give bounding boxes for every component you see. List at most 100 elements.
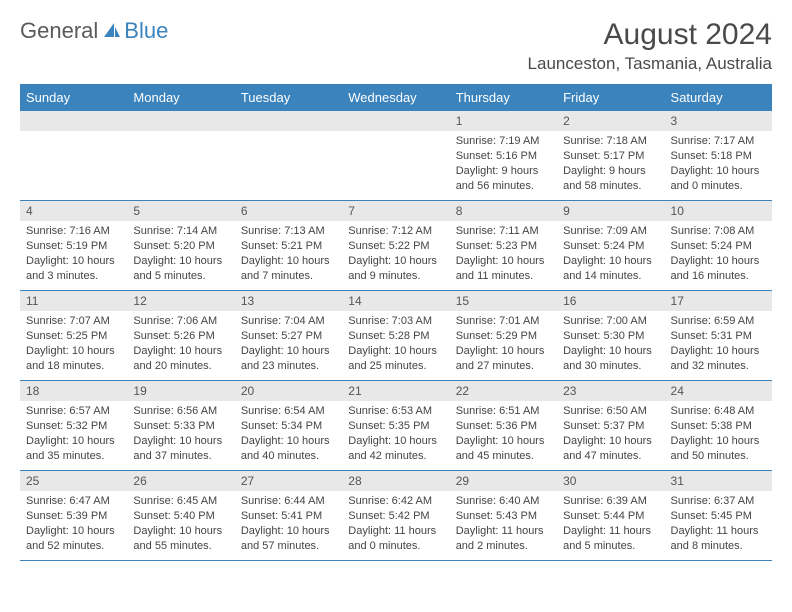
day-details: Sunrise: 6:54 AMSunset: 5:34 PMDaylight:…: [235, 401, 342, 467]
day-number: 3: [665, 111, 772, 131]
calendar-day-cell: 26Sunrise: 6:45 AMSunset: 5:40 PMDayligh…: [127, 471, 234, 561]
calendar-day-cell: 10Sunrise: 7:08 AMSunset: 5:24 PMDayligh…: [665, 201, 772, 291]
daylight-line: Daylight: 10 hours and 35 minutes.: [26, 434, 121, 464]
sunset-line: Sunset: 5:25 PM: [26, 329, 121, 344]
day-number: 20: [235, 381, 342, 401]
sunset-line: Sunset: 5:24 PM: [563, 239, 658, 254]
sunrise-line: Sunrise: 6:51 AM: [456, 404, 551, 419]
day-details: Sunrise: 6:40 AMSunset: 5:43 PMDaylight:…: [450, 491, 557, 557]
sunrise-line: Sunrise: 6:37 AM: [671, 494, 766, 509]
day-details: Sunrise: 7:04 AMSunset: 5:27 PMDaylight:…: [235, 311, 342, 377]
day-details: Sunrise: 7:06 AMSunset: 5:26 PMDaylight:…: [127, 311, 234, 377]
sunrise-line: Sunrise: 7:13 AM: [241, 224, 336, 239]
sunrise-line: Sunrise: 6:48 AM: [671, 404, 766, 419]
sunset-line: Sunset: 5:23 PM: [456, 239, 551, 254]
day-number: 26: [127, 471, 234, 491]
day-number: 2: [557, 111, 664, 131]
day-number: 11: [20, 291, 127, 311]
calendar-day-cell: 14Sunrise: 7:03 AMSunset: 5:28 PMDayligh…: [342, 291, 449, 381]
logo-sail-icon: [102, 21, 122, 41]
daylight-line: Daylight: 11 hours and 2 minutes.: [456, 524, 551, 554]
day-number-bar: [342, 111, 449, 131]
calendar-day-cell: 24Sunrise: 6:48 AMSunset: 5:38 PMDayligh…: [665, 381, 772, 471]
sunset-line: Sunset: 5:33 PM: [133, 419, 228, 434]
calendar-day-cell: 27Sunrise: 6:44 AMSunset: 5:41 PMDayligh…: [235, 471, 342, 561]
daylight-line: Daylight: 11 hours and 5 minutes.: [563, 524, 658, 554]
calendar-day-cell: 31Sunrise: 6:37 AMSunset: 5:45 PMDayligh…: [665, 471, 772, 561]
calendar-day-cell: 5Sunrise: 7:14 AMSunset: 5:20 PMDaylight…: [127, 201, 234, 291]
day-number: 5: [127, 201, 234, 221]
day-number: 31: [665, 471, 772, 491]
calendar-day-cell: 12Sunrise: 7:06 AMSunset: 5:26 PMDayligh…: [127, 291, 234, 381]
sunset-line: Sunset: 5:21 PM: [241, 239, 336, 254]
sunrise-line: Sunrise: 6:57 AM: [26, 404, 121, 419]
day-number: 1: [450, 111, 557, 131]
sunrise-line: Sunrise: 7:14 AM: [133, 224, 228, 239]
day-number: 7: [342, 201, 449, 221]
header: General Blue August 2024 Launceston, Tas…: [20, 18, 772, 74]
calendar-day-cell: 2Sunrise: 7:18 AMSunset: 5:17 PMDaylight…: [557, 111, 664, 201]
calendar-day-cell: [342, 111, 449, 201]
sunset-line: Sunset: 5:37 PM: [563, 419, 658, 434]
sunset-line: Sunset: 5:42 PM: [348, 509, 443, 524]
sunset-line: Sunset: 5:43 PM: [456, 509, 551, 524]
day-details: Sunrise: 6:48 AMSunset: 5:38 PMDaylight:…: [665, 401, 772, 467]
sunrise-line: Sunrise: 7:19 AM: [456, 134, 551, 149]
daylight-line: Daylight: 10 hours and 50 minutes.: [671, 434, 766, 464]
calendar-table: SundayMondayTuesdayWednesdayThursdayFrid…: [20, 84, 772, 561]
daylight-line: Daylight: 10 hours and 7 minutes.: [241, 254, 336, 284]
daylight-line: Daylight: 9 hours and 58 minutes.: [563, 164, 658, 194]
sunrise-line: Sunrise: 6:42 AM: [348, 494, 443, 509]
sunrise-line: Sunrise: 7:16 AM: [26, 224, 121, 239]
calendar-day-cell: 16Sunrise: 7:00 AMSunset: 5:30 PMDayligh…: [557, 291, 664, 381]
logo-text-blue: Blue: [124, 18, 168, 44]
sunrise-line: Sunrise: 6:47 AM: [26, 494, 121, 509]
day-details: Sunrise: 6:47 AMSunset: 5:39 PMDaylight:…: [20, 491, 127, 557]
sunset-line: Sunset: 5:38 PM: [671, 419, 766, 434]
day-details: Sunrise: 7:09 AMSunset: 5:24 PMDaylight:…: [557, 221, 664, 287]
sunrise-line: Sunrise: 7:03 AM: [348, 314, 443, 329]
day-header: Monday: [127, 85, 234, 111]
calendar-day-cell: 22Sunrise: 6:51 AMSunset: 5:36 PMDayligh…: [450, 381, 557, 471]
sunset-line: Sunset: 5:22 PM: [348, 239, 443, 254]
calendar-day-cell: 23Sunrise: 6:50 AMSunset: 5:37 PMDayligh…: [557, 381, 664, 471]
calendar-body: 1Sunrise: 7:19 AMSunset: 5:16 PMDaylight…: [20, 111, 772, 561]
day-details: Sunrise: 6:53 AMSunset: 5:35 PMDaylight:…: [342, 401, 449, 467]
sunset-line: Sunset: 5:26 PM: [133, 329, 228, 344]
day-details: Sunrise: 7:01 AMSunset: 5:29 PMDaylight:…: [450, 311, 557, 377]
calendar-day-cell: 21Sunrise: 6:53 AMSunset: 5:35 PMDayligh…: [342, 381, 449, 471]
day-header: Wednesday: [342, 85, 449, 111]
sunrise-line: Sunrise: 6:50 AM: [563, 404, 658, 419]
calendar-day-cell: 3Sunrise: 7:17 AMSunset: 5:18 PMDaylight…: [665, 111, 772, 201]
calendar-day-cell: 30Sunrise: 6:39 AMSunset: 5:44 PMDayligh…: [557, 471, 664, 561]
calendar-day-cell: 7Sunrise: 7:12 AMSunset: 5:22 PMDaylight…: [342, 201, 449, 291]
sunrise-line: Sunrise: 6:45 AM: [133, 494, 228, 509]
day-number: 10: [665, 201, 772, 221]
daylight-line: Daylight: 10 hours and 42 minutes.: [348, 434, 443, 464]
day-number: 9: [557, 201, 664, 221]
day-details: Sunrise: 6:45 AMSunset: 5:40 PMDaylight:…: [127, 491, 234, 557]
day-details: Sunrise: 7:00 AMSunset: 5:30 PMDaylight:…: [557, 311, 664, 377]
day-number: 4: [20, 201, 127, 221]
day-details: Sunrise: 7:18 AMSunset: 5:17 PMDaylight:…: [557, 131, 664, 197]
calendar-week-row: 11Sunrise: 7:07 AMSunset: 5:25 PMDayligh…: [20, 291, 772, 381]
day-number: 23: [557, 381, 664, 401]
sunset-line: Sunset: 5:35 PM: [348, 419, 443, 434]
sunset-line: Sunset: 5:44 PM: [563, 509, 658, 524]
daylight-line: Daylight: 10 hours and 0 minutes.: [671, 164, 766, 194]
logo: General Blue: [20, 18, 168, 44]
day-number-bar: [127, 111, 234, 131]
sunset-line: Sunset: 5:36 PM: [456, 419, 551, 434]
daylight-line: Daylight: 10 hours and 30 minutes.: [563, 344, 658, 374]
day-details: Sunrise: 6:37 AMSunset: 5:45 PMDaylight:…: [665, 491, 772, 557]
day-number: 16: [557, 291, 664, 311]
day-number: 17: [665, 291, 772, 311]
calendar-day-cell: 15Sunrise: 7:01 AMSunset: 5:29 PMDayligh…: [450, 291, 557, 381]
calendar-day-cell: 11Sunrise: 7:07 AMSunset: 5:25 PMDayligh…: [20, 291, 127, 381]
day-details: Sunrise: 7:17 AMSunset: 5:18 PMDaylight:…: [665, 131, 772, 197]
daylight-line: Daylight: 10 hours and 32 minutes.: [671, 344, 766, 374]
month-title: August 2024: [528, 18, 772, 52]
day-details: Sunrise: 7:07 AMSunset: 5:25 PMDaylight:…: [20, 311, 127, 377]
day-number: 8: [450, 201, 557, 221]
sunset-line: Sunset: 5:30 PM: [563, 329, 658, 344]
